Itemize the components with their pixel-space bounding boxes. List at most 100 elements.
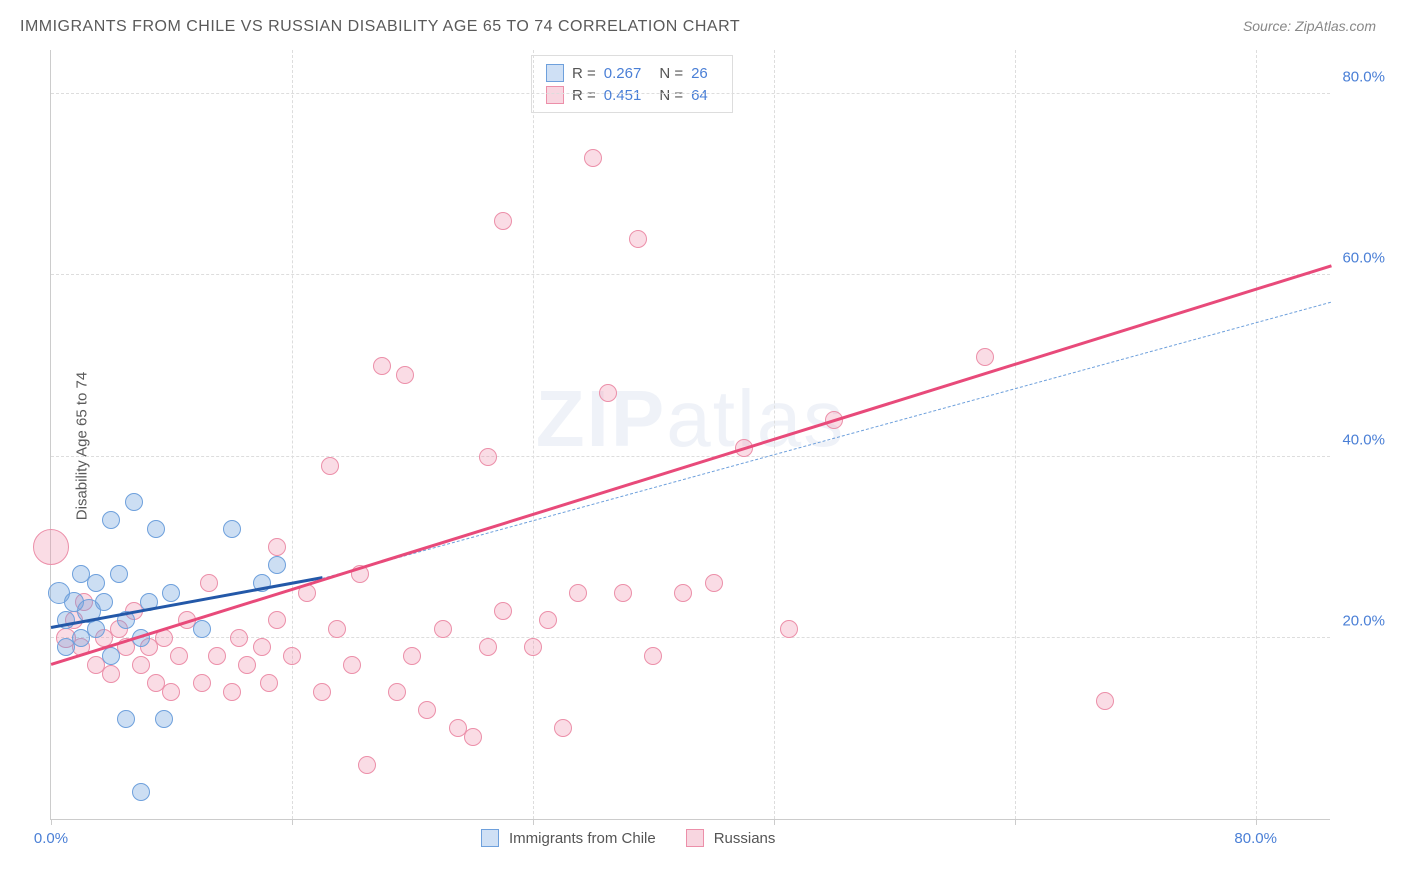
data-point	[1096, 692, 1114, 710]
legend-bottom: Immigrants from Chile Russians	[481, 829, 795, 847]
data-point	[162, 584, 180, 602]
data-point	[253, 638, 271, 656]
data-point	[494, 212, 512, 230]
data-point	[132, 656, 150, 674]
data-point	[102, 665, 120, 683]
data-point	[87, 574, 105, 592]
data-point	[343, 656, 361, 674]
data-point	[117, 710, 135, 728]
y-tick-label: 20.0%	[1342, 612, 1385, 629]
x-tick-label: 80.0%	[1234, 830, 1277, 847]
data-point	[321, 457, 339, 475]
data-point	[479, 638, 497, 656]
data-point	[200, 574, 218, 592]
legend-swatch	[686, 829, 704, 847]
data-point	[193, 674, 211, 692]
data-point	[95, 593, 113, 611]
data-point	[403, 647, 421, 665]
data-point	[260, 674, 278, 692]
data-point	[268, 538, 286, 556]
data-point	[614, 584, 632, 602]
data-point	[170, 647, 188, 665]
data-point	[313, 683, 331, 701]
data-point	[125, 493, 143, 511]
data-point	[268, 556, 286, 574]
watermark-light: atlas	[666, 374, 845, 463]
trend-line	[51, 264, 1332, 665]
data-point	[780, 620, 798, 638]
data-point	[434, 620, 452, 638]
data-point	[464, 728, 482, 746]
y-tick-label: 60.0%	[1342, 250, 1385, 267]
legend-n-label: N =	[659, 87, 683, 104]
legend-r-value: 0.267	[604, 65, 642, 82]
y-tick-label: 40.0%	[1342, 431, 1385, 448]
data-point	[223, 520, 241, 538]
data-point	[976, 348, 994, 366]
data-point	[358, 756, 376, 774]
data-point	[674, 584, 692, 602]
legend-r-value: 0.451	[604, 87, 642, 104]
data-point	[569, 584, 587, 602]
x-tick-mark	[774, 819, 775, 825]
gridline-vertical	[1256, 50, 1257, 819]
legend-swatch	[481, 829, 499, 847]
y-tick-label: 80.0%	[1342, 69, 1385, 86]
data-point	[87, 620, 105, 638]
data-point	[554, 719, 572, 737]
legend-stat-row: R = 0.451 N = 64	[546, 84, 718, 106]
data-point	[388, 683, 406, 701]
x-tick-mark	[533, 819, 534, 825]
data-point	[539, 611, 557, 629]
data-point	[584, 149, 602, 167]
x-tick-mark	[1015, 819, 1016, 825]
data-point	[132, 783, 150, 801]
data-point	[162, 683, 180, 701]
x-tick-mark	[1256, 819, 1257, 825]
data-point	[110, 565, 128, 583]
data-point	[705, 574, 723, 592]
data-point	[373, 357, 391, 375]
legend-swatch	[546, 86, 564, 104]
data-point	[328, 620, 346, 638]
data-point	[102, 647, 120, 665]
plot-area: ZIPatlas R =0.267N =26R =0.451N =64 Immi…	[50, 50, 1330, 820]
legend-r-label: R =	[572, 65, 596, 82]
data-point	[208, 647, 226, 665]
data-point	[230, 629, 248, 647]
gridline-vertical	[774, 50, 775, 819]
x-tick-label: 0.0%	[34, 830, 68, 847]
source-attribution: Source: ZipAtlas.com	[1243, 18, 1376, 34]
gridline-vertical	[292, 50, 293, 819]
data-point	[238, 656, 256, 674]
legend-top: R = 0.267 N = 26 R = 0.451 N = 64	[531, 55, 733, 113]
gridline-horizontal	[51, 93, 1330, 94]
data-point	[155, 710, 173, 728]
legend-series-label: Russians	[714, 830, 776, 847]
legend-n-value: 64	[691, 87, 708, 104]
data-point	[644, 647, 662, 665]
data-point	[223, 683, 241, 701]
data-point	[599, 384, 617, 402]
data-point	[33, 529, 69, 565]
data-point	[102, 511, 120, 529]
x-tick-mark	[51, 819, 52, 825]
gridline-vertical	[1015, 50, 1016, 819]
legend-stat-row: R = 0.267 N = 26	[546, 62, 718, 84]
gridline-vertical	[533, 50, 534, 819]
gridline-horizontal	[51, 274, 1330, 275]
legend-n-label: N =	[659, 65, 683, 82]
data-point	[268, 611, 286, 629]
x-tick-mark	[292, 819, 293, 825]
data-point	[193, 620, 211, 638]
legend-series-label: Immigrants from Chile	[509, 830, 656, 847]
watermark: ZIPatlas	[536, 373, 845, 465]
legend-n-value: 26	[691, 65, 708, 82]
gridline-horizontal	[51, 456, 1330, 457]
data-point	[524, 638, 542, 656]
data-point	[147, 520, 165, 538]
data-point	[396, 366, 414, 384]
legend-r-label: R =	[572, 87, 596, 104]
trend-line-dashed	[322, 302, 1331, 579]
legend-swatch	[546, 64, 564, 82]
